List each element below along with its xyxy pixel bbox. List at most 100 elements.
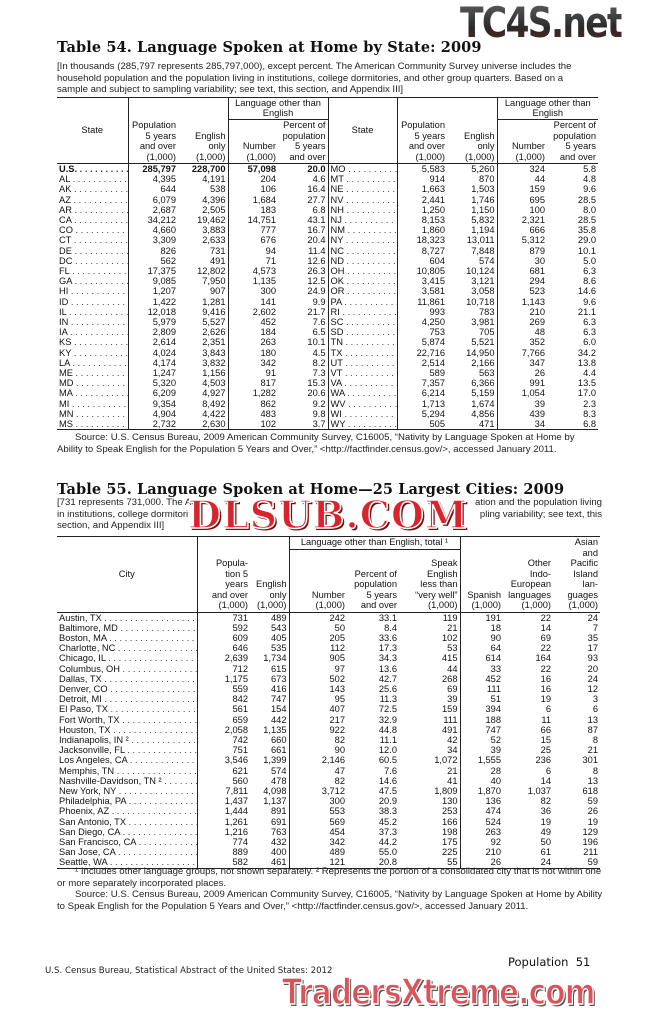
cell-percent: 6.3 bbox=[583, 327, 597, 338]
cell-percent: 37.3 bbox=[378, 826, 397, 837]
cell-percent: 42.7 bbox=[378, 673, 397, 684]
dot-leader: . . . . . . . . . . . . . . . . . . . . … bbox=[110, 704, 198, 715]
cell-english-only: 461 bbox=[250, 857, 289, 869]
cell-city: Austin, TX . . . . . . . . . . . . . . .… bbox=[57, 612, 197, 623]
dot-leader: . . . . . . . . . . . . . . . . . . . . … bbox=[72, 174, 128, 185]
headnote-line: sample and subject to sampling variabili… bbox=[57, 84, 404, 96]
header-language-other-total: Language other than English, total ¹ bbox=[288, 536, 461, 550]
dot-leader: . . . . . . . . . . . . . . . . . . . . … bbox=[344, 296, 397, 307]
cell-english-only: 543 bbox=[270, 622, 287, 633]
cell-other-indo-european: 22 bbox=[540, 643, 552, 654]
table54-source: Source: U.S. Census Bureau, 2009 America… bbox=[57, 432, 617, 455]
row-label: AR bbox=[59, 204, 72, 215]
dot-leader: . . . . . . . . . . . . . . . . . . . . … bbox=[70, 317, 128, 328]
tc4s-watermark-logo: TC4S.net bbox=[460, 0, 623, 47]
row-label: NV bbox=[330, 194, 344, 205]
cell-population: 5,874 bbox=[396, 337, 448, 348]
cell-english-only: 416 bbox=[270, 683, 287, 694]
cell-english-only: 19,462 bbox=[197, 215, 226, 226]
dot-leader: . . . . . . . . . . . . . . . . . . . . … bbox=[70, 286, 128, 297]
cell-state: MN . . . . . . . . . . . . . . . . . . .… bbox=[57, 409, 128, 419]
cell-percent: 14.6 bbox=[378, 775, 397, 786]
row-label: Los Angeles, CA bbox=[59, 755, 128, 766]
cell-population: 582 bbox=[196, 857, 250, 869]
dot-leader: . . . . . . . . . . . . . . . . . . . . … bbox=[75, 368, 128, 379]
dot-leader: . . . . . . . . . . . . . . . . . . . . … bbox=[108, 653, 197, 664]
cell-other-indo-european: 66 bbox=[540, 724, 552, 735]
cell-state: MS . . . . . . . . . . . . . . . . . . .… bbox=[57, 419, 128, 431]
cell-number: 347 bbox=[496, 357, 548, 369]
header-speak-less-than-very-well: Speak English less than “very well” (1,0… bbox=[399, 549, 461, 613]
row-label: FL bbox=[59, 266, 70, 277]
table-row: Memphis, TN . . . . . . . . . . . . . . … bbox=[57, 765, 600, 776]
cell-other-indo-european: 1,037 bbox=[527, 785, 552, 796]
row-label: MO bbox=[330, 164, 346, 174]
cell-english-only: 2,633 bbox=[202, 235, 226, 246]
table-row: DC . . . . . . . . . . . . . . . . . . .… bbox=[57, 255, 598, 267]
dot-leader: . . . . . . . . . . . . . . . . . . . . … bbox=[345, 235, 397, 246]
cell-english-only: 1,746 bbox=[471, 194, 495, 205]
cell-number: 39 bbox=[496, 398, 548, 409]
cell-spanish: 28 bbox=[459, 765, 504, 776]
table55-headnote: [731 represents 731,000. The A ation and … bbox=[57, 497, 602, 532]
table-row: MS . . . . . . . . . . . . . . . . . . .… bbox=[57, 419, 599, 431]
cell-number: 143 bbox=[288, 683, 347, 695]
cell-state: TX . . . . . . . . . . . . . . . . . . .… bbox=[327, 347, 398, 358]
cell-english-only: 907 bbox=[209, 286, 226, 297]
cell-number: 263 bbox=[227, 337, 278, 348]
cell-population: 3,581 bbox=[396, 286, 448, 297]
row-label: Columbus, OH bbox=[59, 663, 120, 674]
cell-other-indo-european: 50 bbox=[540, 836, 552, 847]
row-label: LA bbox=[59, 357, 70, 368]
cell-english-only: 4,422 bbox=[202, 408, 226, 419]
dot-leader: . . . . . . . . . . . . . . . . . . . . … bbox=[122, 826, 197, 837]
cell-city: Seattle, WA . . . . . . . . . . . . . . … bbox=[57, 857, 197, 869]
dot-leader: . . . . . . . . . . . . . . . . . . . . … bbox=[73, 337, 128, 348]
dot-leader: . . . . . . . . . . . . . . . . . . . . … bbox=[113, 724, 197, 735]
cell-city: Philadelphia, PA . . . . . . . . . . . .… bbox=[57, 796, 197, 806]
cell-english-only: 4,503 bbox=[202, 378, 226, 389]
cell-population: 589 bbox=[396, 368, 448, 379]
header-number: Number (1,000) bbox=[288, 549, 347, 613]
row-label: HI bbox=[59, 286, 69, 297]
cell-percent: 20.6 bbox=[307, 388, 326, 399]
header-population: Population 5 years and over (1,000) bbox=[127, 97, 178, 164]
cell-population: 712 bbox=[196, 663, 250, 674]
cell-percent: 12.6 bbox=[307, 255, 326, 266]
cell-english-only: 400 bbox=[270, 847, 287, 858]
cell-number: 352 bbox=[496, 337, 548, 348]
cell-number: 2,146 bbox=[288, 755, 347, 766]
cell-number: 82 bbox=[288, 734, 347, 746]
dot-leader: . . . . . . . . . . . . . . . . . . . . … bbox=[138, 836, 197, 847]
cell-percent: 7.6 bbox=[384, 765, 397, 776]
cell-english-only: 615 bbox=[270, 663, 287, 674]
cell-percent: 9.6 bbox=[583, 184, 597, 195]
cell-english-only: 3,058 bbox=[471, 286, 495, 297]
row-label: Charlotte, NC bbox=[59, 643, 116, 654]
row-label: KS bbox=[59, 337, 72, 348]
cell-english-only: 705 bbox=[479, 327, 495, 338]
header-english-only: English only (1,000) bbox=[250, 536, 289, 613]
cell-english-only: 491 bbox=[209, 255, 226, 266]
cell-percent: 10.1 bbox=[307, 337, 326, 348]
cell-speak-less-than-very-well: 119 bbox=[442, 612, 458, 623]
table-row: Los Angeles, CA . . . . . . . . . . . . … bbox=[57, 755, 600, 766]
cell-state: NY . . . . . . . . . . . . . . . . . . .… bbox=[327, 235, 398, 246]
cell-speak-less-than-very-well: 102 bbox=[442, 632, 458, 643]
cell-number: 47 bbox=[288, 765, 347, 776]
cell-spanish: 1,555 bbox=[459, 755, 504, 766]
cell-percent: 29.0 bbox=[577, 235, 597, 246]
cell-other-indo-european: 19 bbox=[540, 694, 552, 705]
cell-speak-less-than-very-well: 21 bbox=[447, 765, 458, 776]
headnote-fragment: ation and the population living bbox=[475, 497, 602, 508]
table-row: U.S. . . . . . . . . . . . . . . . . . .… bbox=[57, 163, 598, 175]
cell-population: 5,320 bbox=[127, 378, 178, 389]
row-label: New York, NY bbox=[59, 785, 117, 796]
cell-speak-less-than-very-well: 225 bbox=[442, 847, 458, 858]
cell-population: 774 bbox=[196, 836, 250, 848]
cell-population: 5,583 bbox=[396, 163, 448, 175]
cell-state: MD . . . . . . . . . . . . . . . . . . .… bbox=[57, 378, 128, 388]
cell-population: 993 bbox=[396, 306, 448, 318]
cell-other-indo-european: 6 bbox=[545, 704, 552, 715]
cell-english-only: 13,011 bbox=[466, 235, 495, 246]
